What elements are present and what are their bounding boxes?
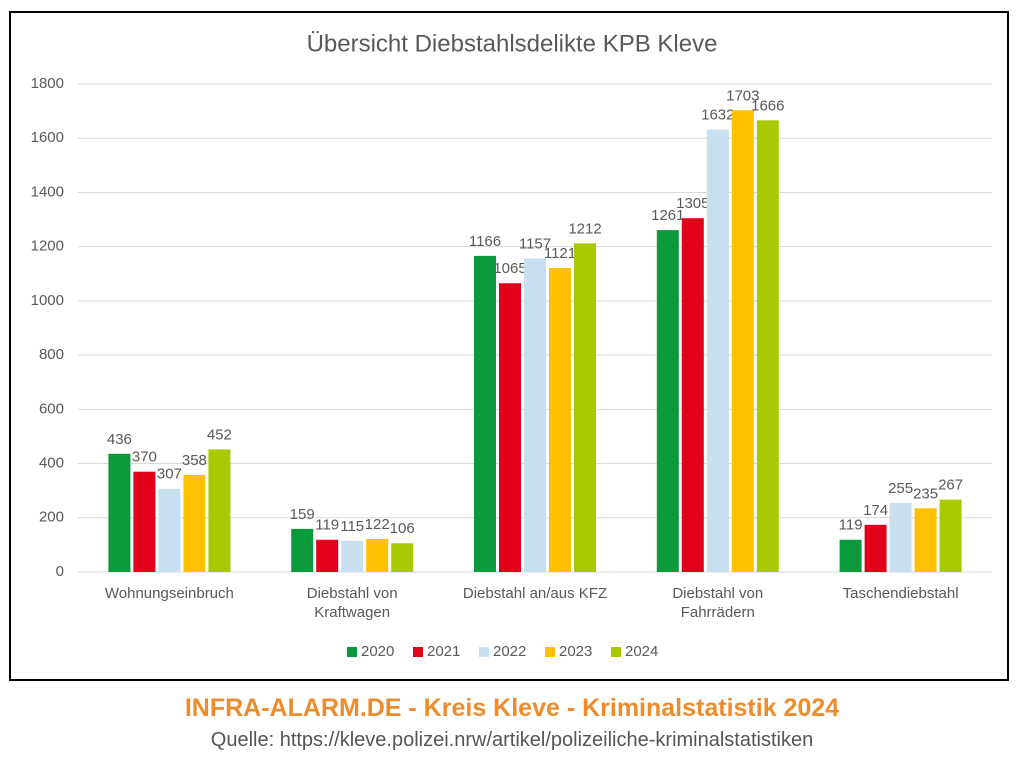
legend-swatch	[479, 647, 489, 657]
x-tick-label: Taschendiebstahl	[842, 585, 959, 602]
data-label: 1157	[519, 235, 551, 252]
data-label: 122	[365, 516, 390, 533]
data-label: 106	[390, 520, 415, 537]
footer-source: Quelle: https://kleve.polizei.nrw/artike…	[210, 729, 814, 751]
data-label: 1121	[544, 245, 576, 262]
bar	[864, 524, 887, 572]
y-tick-label: 800	[39, 346, 64, 363]
data-label: 1065	[493, 260, 526, 277]
data-label: 267	[938, 477, 963, 494]
x-tick-label: Diebstahl an/aus KFZ	[462, 585, 608, 602]
y-tick-label: 600	[39, 400, 64, 417]
data-label: 358	[182, 452, 207, 469]
y-tick-label: 400	[39, 455, 64, 472]
data-label: 255	[888, 480, 913, 497]
legend-label: 2022	[493, 643, 526, 660]
footer-title: INFRA-ALARM.DE - Kreis Kleve - Kriminals…	[184, 694, 840, 722]
legend-swatch	[545, 647, 555, 657]
data-label: 1632	[701, 107, 734, 124]
y-tick-label: 200	[39, 509, 64, 526]
bar	[681, 218, 704, 572]
bar	[524, 258, 546, 572]
data-label: 1703	[726, 87, 759, 104]
bar	[366, 538, 389, 572]
bar	[914, 508, 937, 572]
data-label: 115	[340, 518, 364, 535]
bar	[183, 474, 206, 572]
data-label: 1261	[651, 207, 684, 224]
data-label: 452	[207, 426, 232, 443]
legend-label: 2024	[625, 643, 658, 660]
data-label: 307	[157, 466, 182, 483]
data-label: 436	[107, 431, 132, 448]
x-tick-label: Diebstahl von Kraftwagen	[306, 585, 398, 621]
y-tick-label: 0	[56, 563, 64, 580]
bar	[133, 471, 156, 572]
chart-title: Übersicht Diebstahlsdelikte KPB Kleve	[307, 30, 718, 57]
bar	[108, 453, 131, 572]
legend-label: 2020	[361, 643, 394, 660]
data-label: 1212	[568, 220, 601, 237]
bar	[939, 499, 962, 572]
data-label: 1166	[469, 233, 501, 250]
bar	[549, 268, 571, 572]
y-tick-label: 1200	[31, 238, 64, 255]
bar	[656, 230, 679, 572]
bar	[391, 543, 414, 572]
bar	[291, 528, 314, 572]
data-label: 1666	[751, 97, 784, 114]
bar	[756, 120, 779, 572]
bar	[341, 540, 364, 572]
chart: Übersicht Diebstahlsdelikte KPB Kleve 0 2…	[9, 11, 1009, 681]
bar	[158, 488, 181, 572]
y-tick-label: 1400	[31, 183, 64, 200]
bar	[574, 243, 596, 572]
legend-swatch	[347, 647, 357, 657]
data-label: 119	[315, 517, 339, 534]
data-label: 370	[132, 449, 157, 466]
bar	[889, 502, 912, 572]
bar	[706, 129, 729, 572]
legend-label: 2023	[559, 643, 592, 660]
data-label: 159	[290, 506, 315, 523]
legend-swatch	[413, 647, 423, 657]
data-label: 119	[839, 517, 863, 534]
data-label: 174	[863, 502, 888, 519]
y-tick-label: 1000	[31, 292, 64, 309]
y-tick-label: 1800	[31, 75, 64, 92]
legend-label: 2021	[427, 643, 460, 660]
x-tick-label: Diebstahl von Fahrrädern	[672, 585, 764, 621]
bar	[316, 539, 339, 572]
bar	[839, 539, 862, 572]
bar	[731, 110, 754, 572]
bar	[474, 255, 496, 572]
y-tick-label: 1600	[31, 129, 64, 146]
x-tick-label: Wohnungseinbruch	[104, 585, 234, 602]
bar	[208, 449, 231, 572]
bar	[499, 283, 521, 572]
data-label: 1305	[676, 195, 709, 212]
legend-swatch	[611, 647, 621, 657]
data-label: 235	[913, 485, 938, 502]
